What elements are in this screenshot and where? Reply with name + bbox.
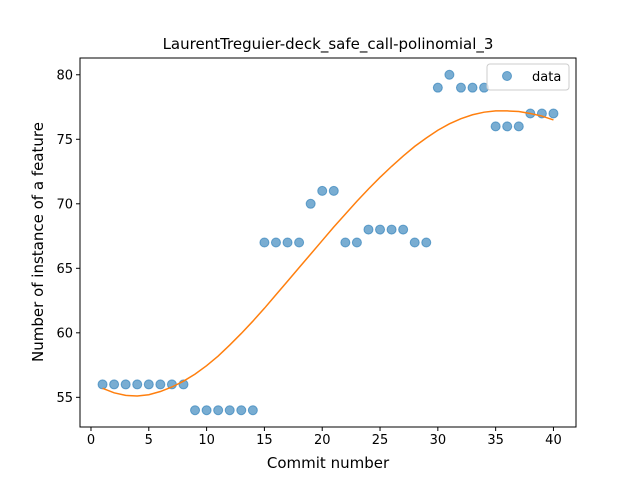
data-point [513,121,524,132]
legend: data [486,63,570,91]
x-axis-label: Commit number [267,454,390,472]
y-axis-ticks: 55 60 65 70 75 80 [56,68,80,406]
data-point [201,405,212,416]
data-point [132,379,143,390]
legend-marker-data [502,71,512,81]
chart-title: LaurentTreguier-deck_safe_call-polinomia… [163,35,494,54]
x-tick-label: 10 [198,433,215,448]
data-point [328,185,339,196]
legend-box [486,63,570,91]
y-tick-label: 65 [56,262,73,277]
data-point [467,82,478,93]
data-point [548,108,559,119]
y-tick-label: 60 [56,326,73,341]
x-tick-label: 5 [145,433,153,448]
data-point [236,405,247,416]
data-point [247,405,258,416]
x-tick-label: 15 [256,433,273,448]
data-point [259,237,270,248]
data-point [294,237,305,248]
y-tick-label: 80 [56,68,73,83]
y-axis-label: Number of instance of a feature [29,122,47,362]
data-point [213,405,224,416]
x-tick-label: 25 [372,433,389,448]
data-point [340,237,351,248]
data-point [190,405,201,416]
y-tick-label: 75 [56,133,73,148]
data-point [421,237,432,248]
x-tick-label: 30 [430,433,447,448]
data-point [502,121,513,132]
data-point [109,379,120,390]
y-tick-label: 55 [56,391,73,406]
data-point [444,69,455,80]
x-axis-ticks: 0 5 10 15 20 25 30 35 40 [87,427,562,448]
data-point [282,237,293,248]
x-tick-label: 20 [314,433,331,448]
data-point [398,224,409,235]
data-point [270,237,281,248]
data-point [317,185,328,196]
data-point [155,379,166,390]
data-point [305,198,316,209]
data-point [363,224,374,235]
data-point [432,82,443,93]
data-point [490,121,501,132]
x-tick-label: 0 [87,433,95,448]
plot-area [97,69,559,416]
data-point [455,82,466,93]
data-point [386,224,397,235]
data-point [409,237,420,248]
x-tick-label: 40 [545,433,562,448]
data-point [375,224,386,235]
fit-line [102,110,554,397]
legend-label-data: data [532,70,561,85]
data-point [143,379,154,390]
data-point [351,237,362,248]
y-tick-label: 70 [56,197,73,212]
data-point [97,379,108,390]
x-tick-label: 35 [487,433,504,448]
data-point [120,379,131,390]
plot-frame [79,57,577,428]
data-point [224,405,235,416]
